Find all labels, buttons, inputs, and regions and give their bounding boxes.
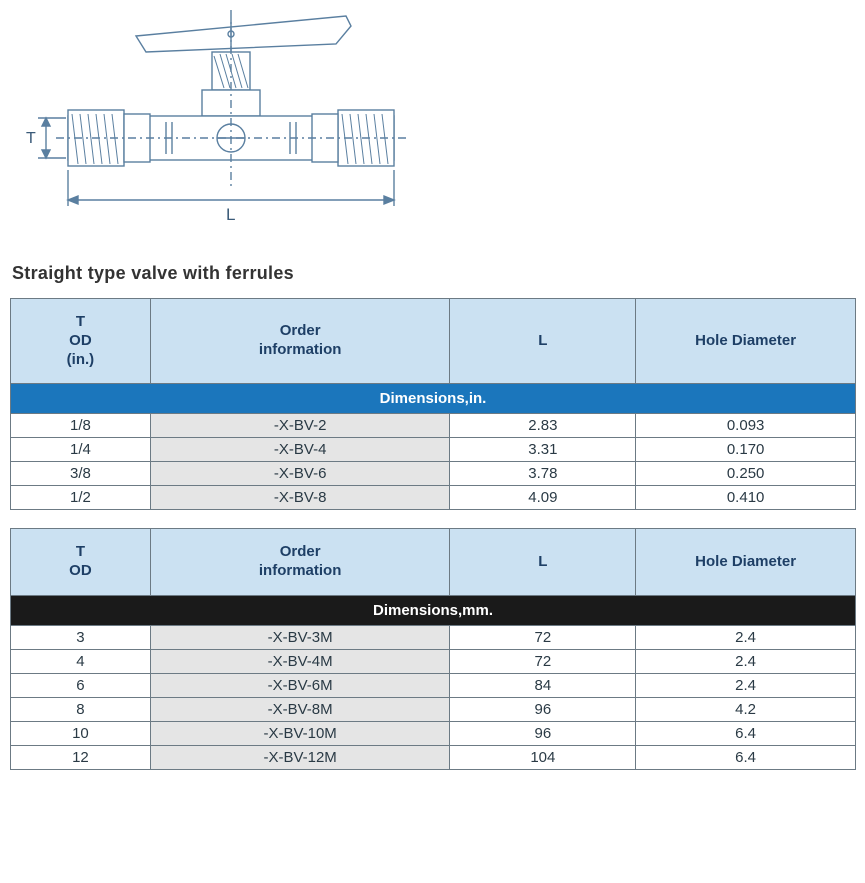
table-row: 12 -X-BV-12M 104 6.4	[11, 745, 856, 769]
table-row: 1/4 -X-BV-4 3.31 0.170	[11, 438, 856, 462]
dim-label-L: L	[226, 205, 235, 224]
table-row: 1/2 -X-BV-8 4.09 0.410	[11, 486, 856, 510]
table-row: 10 -X-BV-10M 96 6.4	[11, 721, 856, 745]
table-row: 1/8 -X-BV-2 2.83 0.093	[11, 414, 856, 438]
valve-diagram: T L	[16, 6, 859, 251]
col-header-order: Order information	[150, 299, 450, 384]
col-header-t-od: T OD	[11, 529, 151, 596]
section-label-in: Dimensions,in.	[11, 384, 856, 414]
col-header-L: L	[450, 529, 636, 596]
table-row: 3/8 -X-BV-6 3.78 0.250	[11, 462, 856, 486]
col-header-t-od: T OD (in.)	[11, 299, 151, 384]
dim-label-T: T	[26, 130, 36, 147]
dims-table-mm: T OD Order information L Hole Diameter D…	[10, 528, 856, 770]
table-row: 4 -X-BV-4M 72 2.4	[11, 649, 856, 673]
table-row: 3 -X-BV-3M 72 2.4	[11, 625, 856, 649]
col-header-L: L	[450, 299, 636, 384]
col-header-hole: Hole Diameter	[636, 299, 856, 384]
table-row: 6 -X-BV-6M 84 2.4	[11, 673, 856, 697]
col-header-hole: Hole Diameter	[636, 529, 856, 596]
valve-svg: T L	[16, 6, 436, 246]
col-header-order: Order information	[150, 529, 450, 596]
section-label-mm: Dimensions,mm.	[11, 595, 856, 625]
page-title: Straight type valve with ferrules	[12, 263, 859, 284]
dims-table-inches: T OD (in.) Order information L Hole Diam…	[10, 298, 856, 510]
table-row: 8 -X-BV-8M 96 4.2	[11, 697, 856, 721]
